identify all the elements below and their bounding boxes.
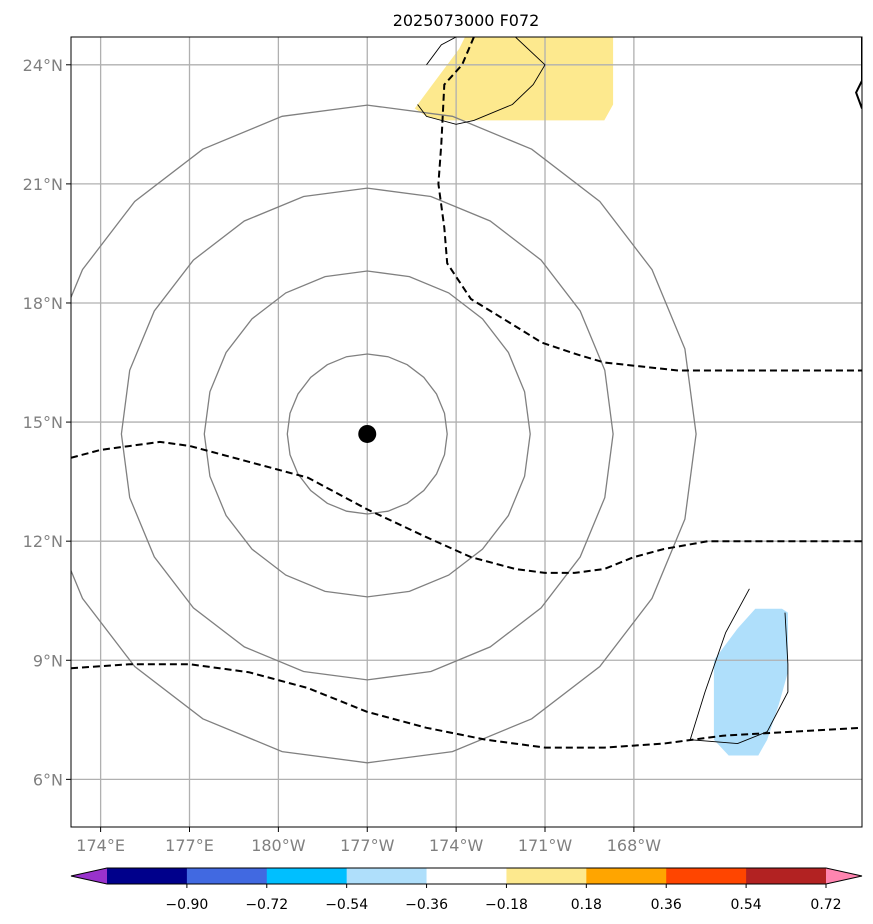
y-tick-label: 9°N	[33, 651, 63, 670]
y-tick-label: 18°N	[23, 294, 63, 313]
island-outline-bottom-right	[689, 588, 789, 745]
chart-title: 2025073000 F072	[393, 11, 540, 30]
colorbar-segment	[107, 868, 188, 884]
plot-frame	[70, 36, 863, 828]
dashed-contours-layer	[71, 37, 862, 749]
x-tick-label: 180°W	[251, 836, 306, 855]
x-tick-label: 174°W	[429, 836, 484, 855]
colorbar-segment	[346, 868, 428, 884]
colorbar-tick-label: −0.72	[245, 897, 288, 913]
y-tick-label: 15°N	[23, 413, 63, 432]
lower-dashed-contour	[71, 663, 862, 749]
upper-dashed-contour	[437, 37, 862, 372]
colorbar-segment	[746, 868, 827, 884]
colorbar-segment	[506, 868, 587, 884]
colorbar-tick-label: −0.18	[485, 897, 528, 913]
colorbar-outline	[70, 867, 863, 885]
colorbar-segment	[666, 868, 747, 884]
y-tick-label: 6°N	[33, 770, 63, 789]
range-ring	[203, 270, 531, 598]
colorbar-tick-label: 0.54	[731, 897, 762, 913]
y-tick-label: 24°N	[23, 56, 63, 75]
filled-regions-layer	[414, 37, 788, 756]
y-axis: 6°N 9°N 12°N 15°N 18°N 21°N 24°N	[23, 56, 71, 789]
colorbar-tick-label: 0.18	[571, 897, 602, 913]
range-ring	[286, 353, 448, 515]
center-marker-layer	[358, 424, 377, 443]
colorbar-extend-low	[71, 868, 107, 884]
x-tick-label: 174°E	[76, 836, 125, 855]
y-tick-label: 12°N	[23, 532, 63, 551]
colorbar-tick-label: −0.36	[405, 897, 448, 913]
range-ring	[71, 104, 697, 764]
middle-dashed-contour	[71, 440, 862, 574]
colorbar-tick-label: −0.54	[325, 897, 368, 913]
x-tick-label: 177°W	[340, 836, 395, 855]
range-ring	[120, 187, 614, 681]
colorbar-segment	[586, 868, 667, 884]
x-tick-label: 171°W	[518, 836, 573, 855]
colorbar-tick-label: 0.36	[651, 897, 682, 913]
storm-center-marker	[358, 424, 377, 443]
colorbar: −0.90 −0.72 −0.54 −0.36 −0.18 0.18 0.36 0.54 0.7…	[70, 867, 863, 913]
colorbar-segment	[266, 868, 348, 884]
colorbar-extend-high	[826, 868, 862, 884]
colorbar-segment	[426, 868, 507, 884]
colorbar-tick-label: 0.72	[810, 897, 841, 913]
negative-anomaly-region	[713, 608, 788, 756]
colorbar-segment	[186, 868, 268, 884]
outline-layer	[417, 37, 862, 745]
x-axis: 174°E 177°E 180°W 177°W 174°W 171°W 168°W	[76, 827, 661, 855]
x-tick-label: 177°E	[165, 836, 214, 855]
x-tick-label: 168°W	[607, 836, 662, 855]
range-rings-layer	[71, 104, 697, 764]
coast-outline-top-right	[855, 37, 862, 109]
island-outline-top	[417, 37, 546, 125]
positive-anomaly-region	[414, 37, 614, 121]
y-tick-label: 21°N	[23, 175, 63, 194]
colorbar-tick-label: −0.90	[165, 897, 208, 913]
